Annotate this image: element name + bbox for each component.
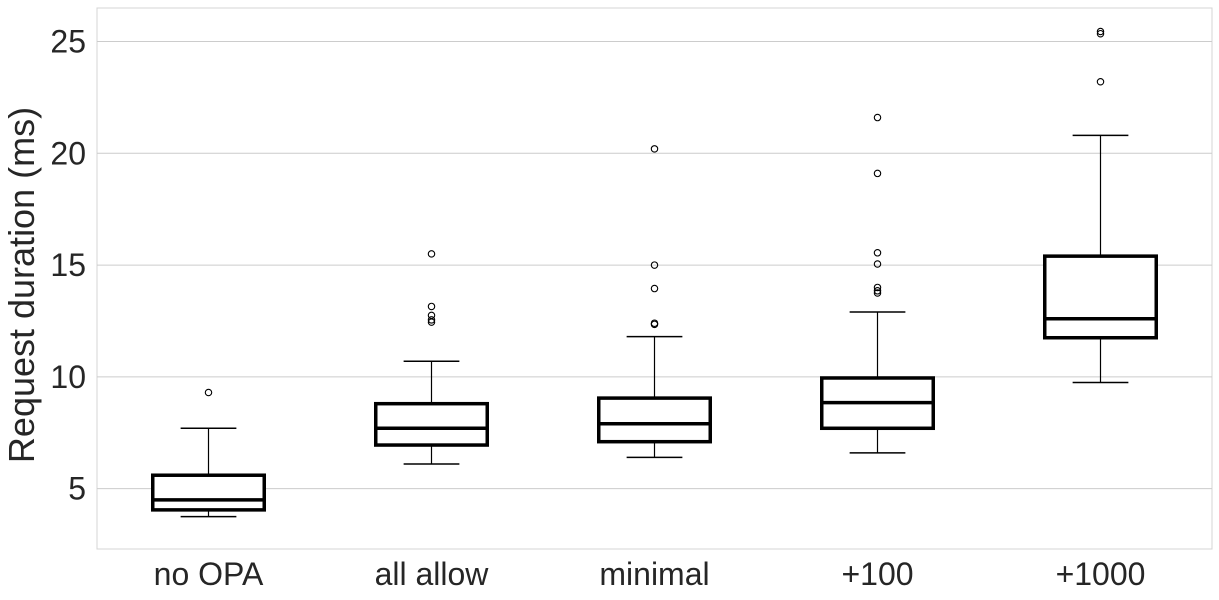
outlier-point bbox=[873, 283, 882, 292]
outlier-point bbox=[873, 113, 882, 122]
outlier-point bbox=[427, 311, 436, 320]
x-tick-label: +100 bbox=[841, 556, 913, 592]
outlier-point bbox=[650, 261, 659, 269]
x-tick-label: no OPA bbox=[154, 556, 264, 592]
box-iqr bbox=[597, 396, 712, 444]
y-tick-label: 5 bbox=[68, 471, 86, 507]
box-iqr bbox=[374, 401, 489, 447]
outlier-point bbox=[873, 289, 882, 297]
box-1 bbox=[374, 250, 489, 465]
y-tick-labels: 5 10 15 20 25 bbox=[50, 24, 86, 507]
box-iqr bbox=[151, 473, 266, 512]
outlier-point bbox=[873, 169, 882, 178]
outlier-point bbox=[1096, 78, 1105, 86]
outlier-point bbox=[650, 145, 659, 153]
outlier-point bbox=[650, 319, 659, 327]
box-2 bbox=[597, 145, 712, 459]
y-tick-label: 25 bbox=[50, 24, 86, 60]
y-axis-label: Request duration (ms) bbox=[1, 107, 42, 463]
box-3 bbox=[820, 113, 935, 454]
y-tick-label: 10 bbox=[50, 359, 86, 395]
y-tick-label: 15 bbox=[50, 247, 86, 283]
x-tick-label: all allow bbox=[375, 556, 490, 592]
outlier-point bbox=[427, 316, 436, 324]
outlier-point bbox=[873, 260, 882, 268]
outlier-point bbox=[1096, 29, 1105, 38]
boxes bbox=[151, 27, 1158, 518]
box-4 bbox=[1043, 27, 1158, 384]
outlier-point bbox=[204, 388, 213, 397]
x-tick-label: minimal bbox=[599, 556, 709, 592]
x-tick-label: +1000 bbox=[1056, 556, 1146, 592]
outlier-point bbox=[427, 250, 436, 258]
plot-area-frame bbox=[96, 7, 1213, 550]
y-tick-label: 20 bbox=[50, 135, 86, 171]
box-0 bbox=[151, 388, 266, 518]
outlier-point bbox=[427, 302, 436, 311]
box-iqr bbox=[1043, 254, 1158, 340]
outlier-point bbox=[873, 287, 882, 295]
outlier-point bbox=[873, 249, 882, 257]
x-tick-labels: no OPA all allow minimal +100 +1000 bbox=[154, 556, 1146, 592]
outlier-point bbox=[650, 284, 659, 293]
outlier-point bbox=[1096, 27, 1105, 36]
